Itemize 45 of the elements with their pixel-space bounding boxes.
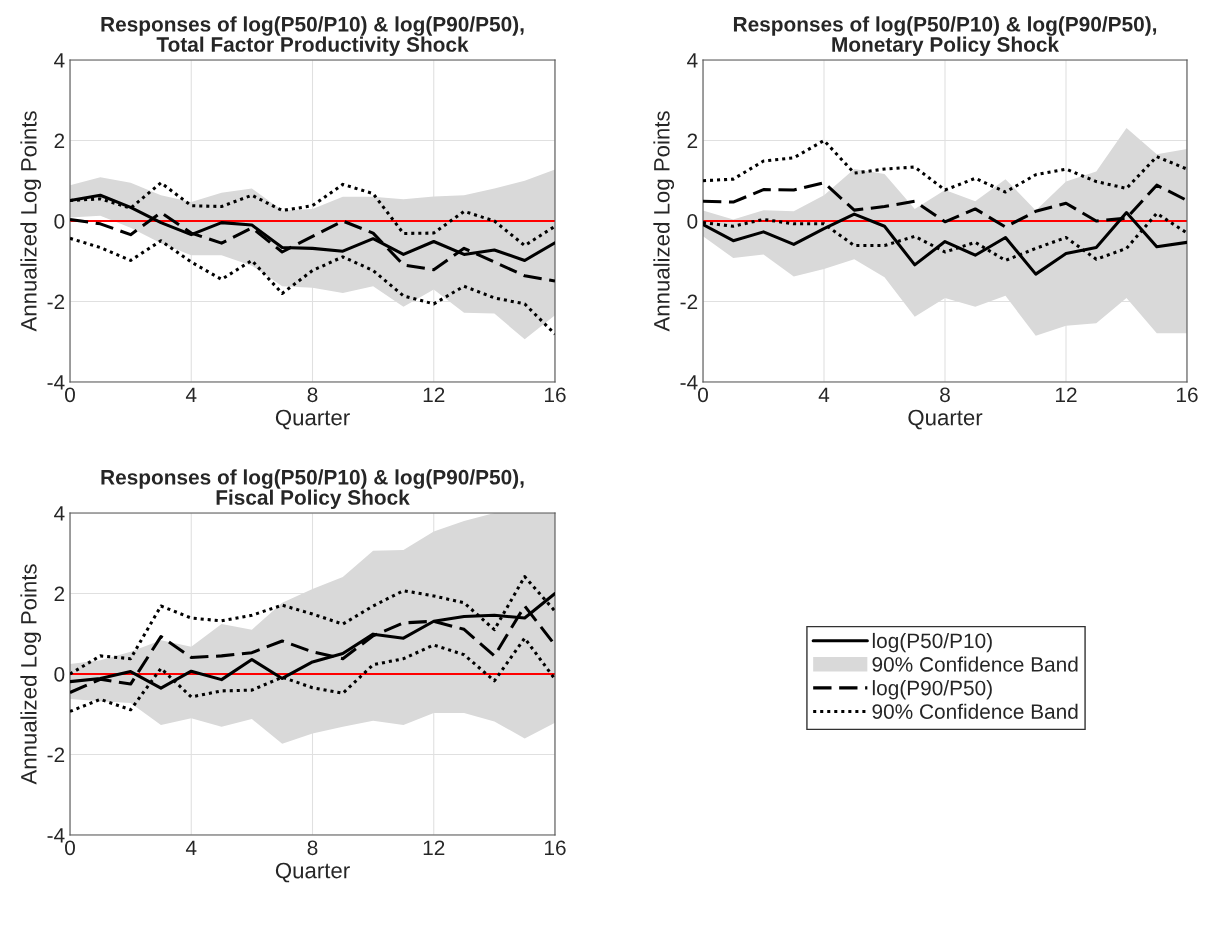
- chart-title: Responses of log(P50/P10) & log(P90/P50), Monetary Policy Shock: [733, 16, 1157, 56]
- x-tick-label: 8: [307, 387, 318, 403]
- text: 90% Confidence Band: [872, 656, 1078, 672]
- y-axis-title: Annualized Log Points: [20, 111, 42, 332]
- x-axis-title: Quarter: [908, 409, 983, 430]
- x-tick-label: 4: [818, 387, 830, 402]
- y-tick-label: -4: [47, 828, 65, 843]
- y-tick-label: 0: [687, 214, 698, 229]
- y-tick-label: -2: [47, 747, 65, 763]
- x-axis-title: Quarter: [275, 862, 350, 883]
- y-tick-label: -2: [680, 294, 698, 310]
- y-tick-label: 2: [54, 133, 65, 149]
- y-tick-label: 4: [54, 53, 65, 68]
- x-tick-label: 0: [65, 387, 75, 403]
- y-axis-title: Annualized Log Points: [653, 111, 675, 332]
- legend-label: 90% Confidence Band: [872, 703, 1078, 719]
- x-tick-label: 4: [185, 387, 197, 402]
- x-axis-title: Quarter: [275, 409, 350, 430]
- chart-title: Responses of log(P50/P10) & log(P90/P50), Fiscal Policy Shock: [101, 469, 524, 509]
- x-tick-label: 12: [423, 387, 445, 402]
- line-series: [703, 138, 1187, 194]
- y-tick-label: 0: [54, 214, 65, 229]
- x-tick-label: 4: [185, 840, 197, 855]
- y-tick-label: 0: [54, 667, 65, 682]
- x-tick-label: 16: [545, 840, 566, 856]
- x-tick-label: 16: [545, 387, 566, 403]
- x-tick-label: 16: [1177, 387, 1198, 403]
- x-tick-label: 0: [65, 840, 75, 856]
- y-tick-label: 2: [687, 133, 698, 149]
- line-series: [70, 236, 555, 336]
- y-tick-label: 4: [54, 506, 65, 521]
- y-tick-label: -4: [47, 375, 65, 390]
- x-tick-label: 8: [940, 387, 950, 403]
- x-tick-label: 8: [307, 840, 318, 856]
- x-tick-label: 12: [1056, 387, 1077, 402]
- legend-label: log(P50/P10): [872, 632, 992, 653]
- y-tick-label: -4: [680, 375, 698, 390]
- x-tick-label: 0: [698, 387, 708, 403]
- y-tick-label: 4: [687, 53, 698, 68]
- chart-title: Responses of log(P50/P10) & log(P90/P50), Total Factor Productivity Shock: [101, 16, 524, 56]
- x-tick-label: 12: [423, 840, 445, 855]
- y-tick-label: -2: [47, 294, 65, 310]
- y-tick-label: 2: [54, 586, 65, 602]
- legend-label: log(P90/P50): [872, 680, 992, 700]
- y-axis-title: Annualized Log Points: [20, 564, 42, 785]
